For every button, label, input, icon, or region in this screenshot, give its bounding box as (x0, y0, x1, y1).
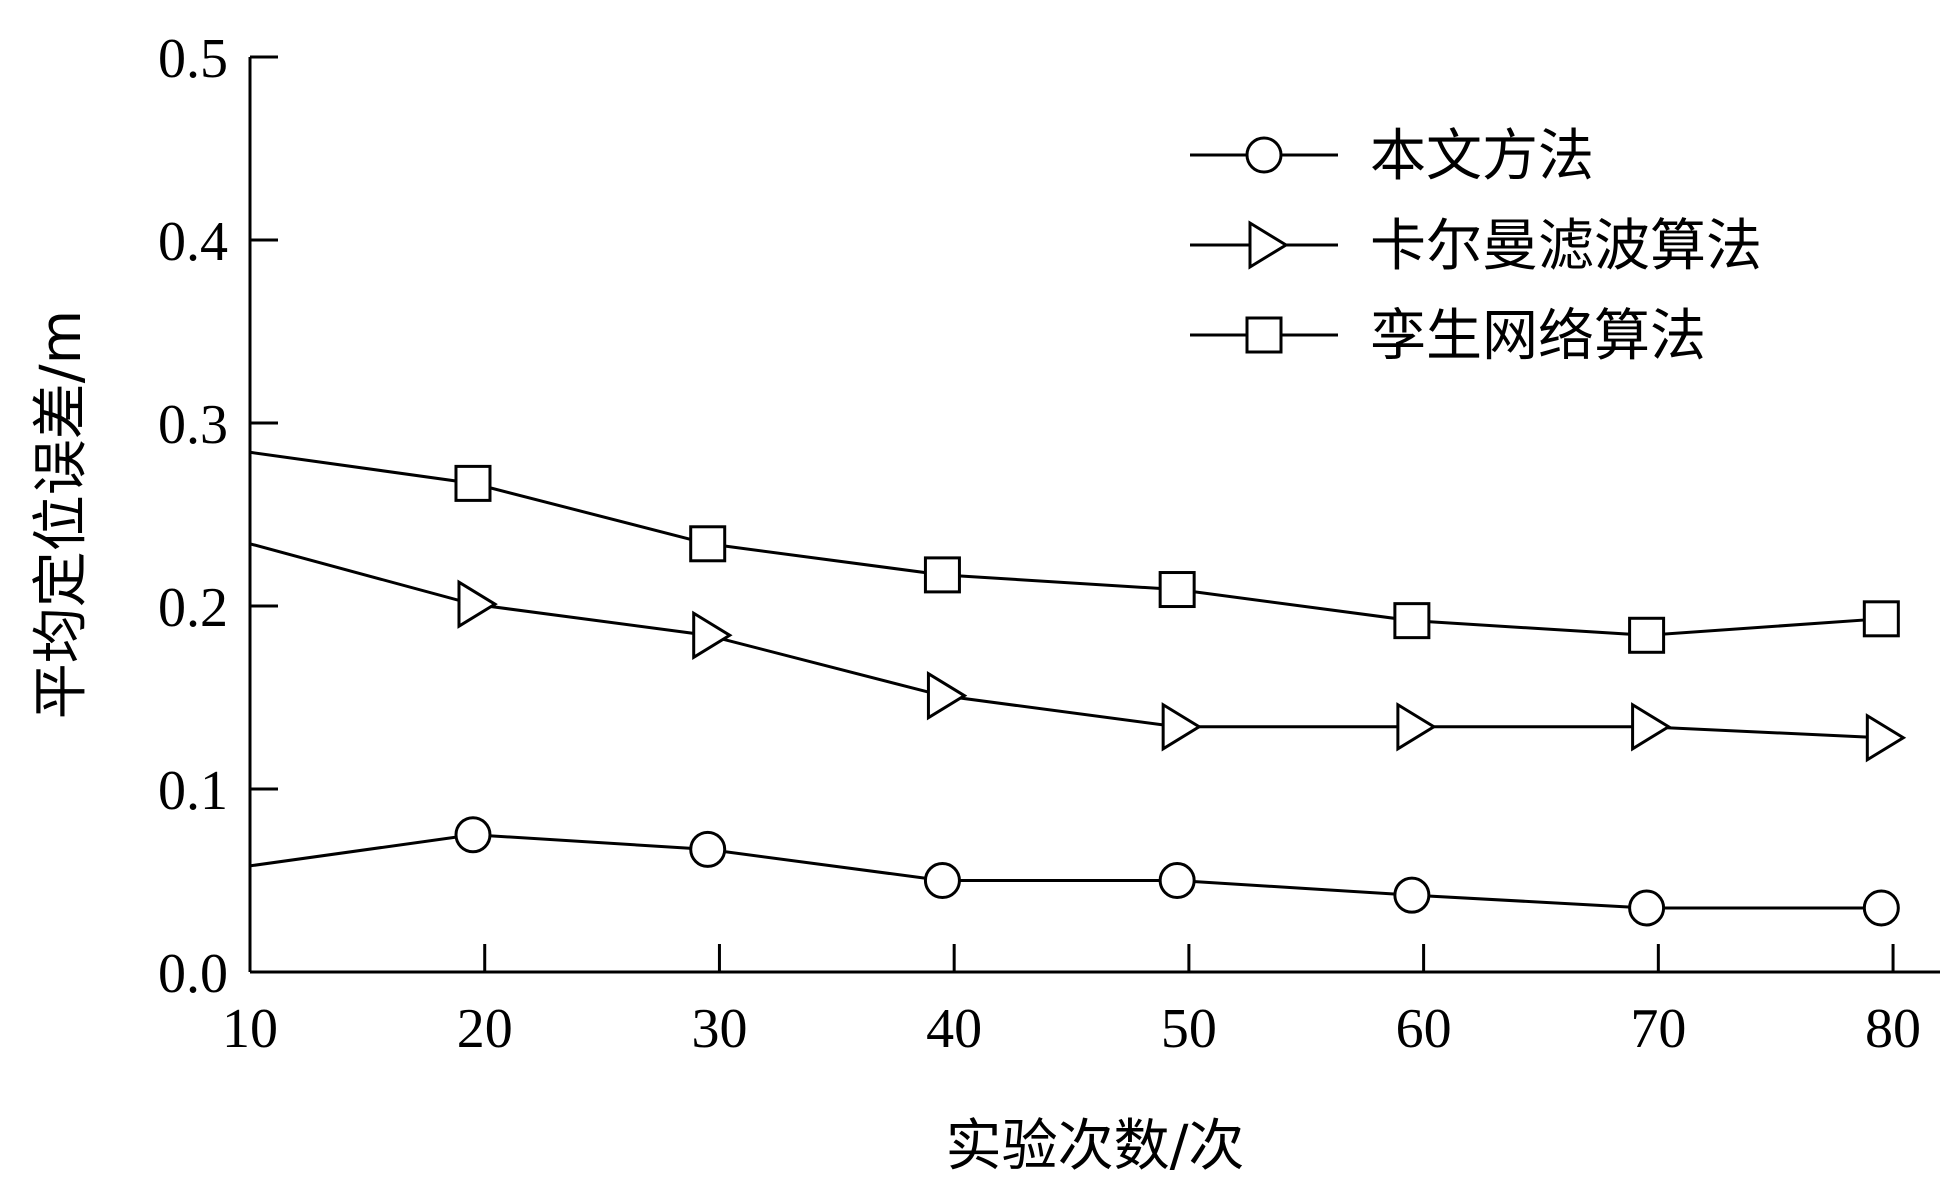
series-layer (249, 450, 1907, 927)
y-tick-label: 0.1 (158, 760, 228, 822)
legend-label: 本文方法 (1370, 124, 1594, 189)
data-point (1628, 616, 1666, 654)
y-tick-label: 0.2 (158, 577, 228, 639)
x-tick-label: 50 (1161, 998, 1217, 1060)
data-point (454, 816, 492, 854)
data-point (1862, 889, 1900, 927)
data-point (1862, 600, 1900, 638)
data-point (1161, 702, 1203, 752)
y-tick-label: 0.0 (158, 943, 228, 1005)
legend-marker (1245, 136, 1283, 174)
data-point (923, 556, 961, 594)
data-point (1865, 713, 1907, 763)
x-tick-label: 10 (222, 998, 278, 1060)
x-axis-title: 实验次数/次 (946, 1114, 1245, 1179)
x-tick-label: 60 (1396, 998, 1452, 1060)
x-tick-label: 40 (926, 998, 982, 1060)
data-point (1393, 876, 1431, 914)
y-tick-label: 0.5 (158, 28, 228, 90)
y-axis-title-group: 平均定位误差/m (29, 310, 94, 719)
series-line (249, 542, 1882, 740)
data-point (692, 610, 733, 660)
x-tick-label: 80 (1865, 998, 1921, 1060)
x-tick-label: 30 (691, 998, 747, 1060)
data-point (457, 579, 498, 629)
y-tick-label: 0.4 (158, 211, 228, 273)
y-tick-label: 0.3 (158, 394, 228, 456)
legend-marker (1248, 220, 1289, 270)
axes: 0.0 0.1 0.2 0.3 0.4 0.5 10 20 30 40 50 60 70 80 (158, 28, 1940, 1060)
series-line (249, 833, 1882, 910)
data-point (1396, 702, 1437, 752)
series-3 (249, 450, 1900, 654)
data-point (926, 670, 968, 721)
data-point (1158, 571, 1196, 609)
series-2 (249, 542, 1907, 763)
series-1 (249, 816, 1900, 927)
legend-label: 卡尔曼滤波算法 (1370, 214, 1762, 279)
data-point (1628, 889, 1666, 927)
legend-label: 孪生网络算法 (1370, 304, 1706, 369)
data-point (923, 862, 961, 899)
data-point (689, 525, 727, 563)
y-axis-title: 平均定位误差/m (29, 310, 94, 719)
data-point (689, 830, 727, 868)
legend-marker (1245, 316, 1283, 354)
data-point (454, 464, 492, 502)
data-point (1631, 702, 1672, 752)
data-point (1158, 862, 1196, 899)
series-line (249, 450, 1882, 637)
x-tick-label: 20 (457, 998, 513, 1060)
data-point (1393, 602, 1431, 640)
x-tick-label: 70 (1630, 998, 1686, 1060)
